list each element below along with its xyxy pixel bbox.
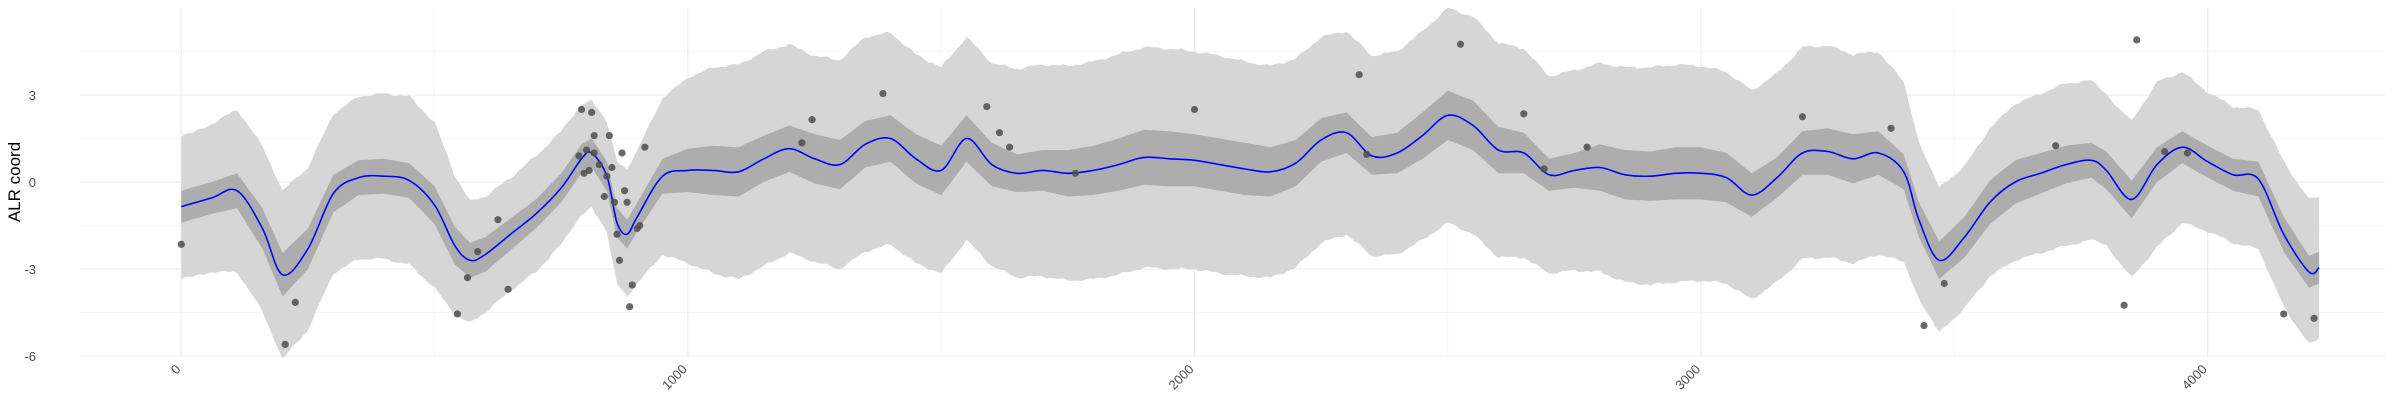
x-tick-label: 2000: [1166, 362, 1197, 393]
data-point: [608, 163, 616, 172]
confidence-bands: [181, 7, 2320, 359]
data-point: [613, 230, 621, 238]
data-point: [281, 340, 289, 348]
data-point: [453, 310, 462, 318]
data-point: [620, 187, 629, 195]
x-tick-label: 0: [168, 362, 184, 378]
data-point: [590, 132, 598, 140]
data-point: [1540, 165, 1548, 173]
data-point: [628, 281, 636, 289]
x-tick-label: 4000: [2179, 362, 2210, 393]
data-point: [600, 192, 608, 201]
data-point: [603, 172, 611, 180]
data-point: [2161, 147, 2169, 156]
data-point: [2133, 36, 2141, 44]
data-point: [1520, 110, 1528, 118]
data-point: [504, 285, 512, 293]
y-tick-label: 3: [29, 88, 36, 103]
data-point: [1355, 71, 1363, 79]
data-point: [463, 274, 472, 282]
data-point: [575, 152, 583, 160]
data-point: [1071, 169, 1080, 177]
data-point: [1005, 143, 1014, 151]
data-point: [615, 256, 624, 264]
x-tick-label: 1000: [659, 362, 690, 393]
y-tick-label: -6: [24, 349, 36, 364]
mean-line-layer: [181, 114, 2320, 277]
mean-line: [181, 114, 2320, 277]
observation-points: [177, 36, 2318, 348]
data-point: [1798, 113, 1807, 121]
data-point: [798, 139, 806, 147]
data-point: [1887, 124, 1895, 132]
data-point: [2120, 301, 2128, 309]
data-point: [626, 303, 634, 311]
data-point: [1940, 279, 1948, 288]
data-point: [1583, 143, 1591, 151]
data-point: [879, 89, 887, 98]
y-axis-title: ALR coord: [5, 142, 24, 222]
data-point: [2183, 149, 2192, 157]
data-point: [494, 216, 502, 224]
data-point: [1920, 321, 1928, 330]
data-point: [610, 198, 619, 206]
data-point: [577, 105, 586, 114]
x-tick-label: 3000: [1672, 362, 1703, 393]
data-point: [2310, 314, 2318, 322]
data-point: [623, 198, 631, 206]
data-point: [474, 248, 482, 256]
y-tick-label: -3: [24, 262, 36, 277]
data-point: [605, 132, 613, 140]
y-tick-label: 0: [29, 175, 36, 190]
data-point: [641, 143, 649, 151]
data-point: [1456, 40, 1465, 48]
data-point: [2280, 310, 2288, 318]
data-point: [595, 161, 603, 169]
data-point: [1363, 150, 1371, 159]
inner-band: [181, 90, 2320, 297]
data-point: [590, 149, 598, 157]
data-point: [177, 240, 185, 248]
data-point: [995, 129, 1004, 137]
data-point: [582, 146, 591, 154]
data-point: [808, 116, 816, 124]
data-point: [636, 221, 644, 230]
data-point: [291, 298, 299, 306]
data-point: [618, 149, 626, 157]
data-point: [2052, 142, 2060, 150]
data-point: [1190, 105, 1199, 114]
data-point: [588, 108, 596, 116]
data-point: [585, 166, 593, 174]
data-point: [983, 103, 991, 111]
